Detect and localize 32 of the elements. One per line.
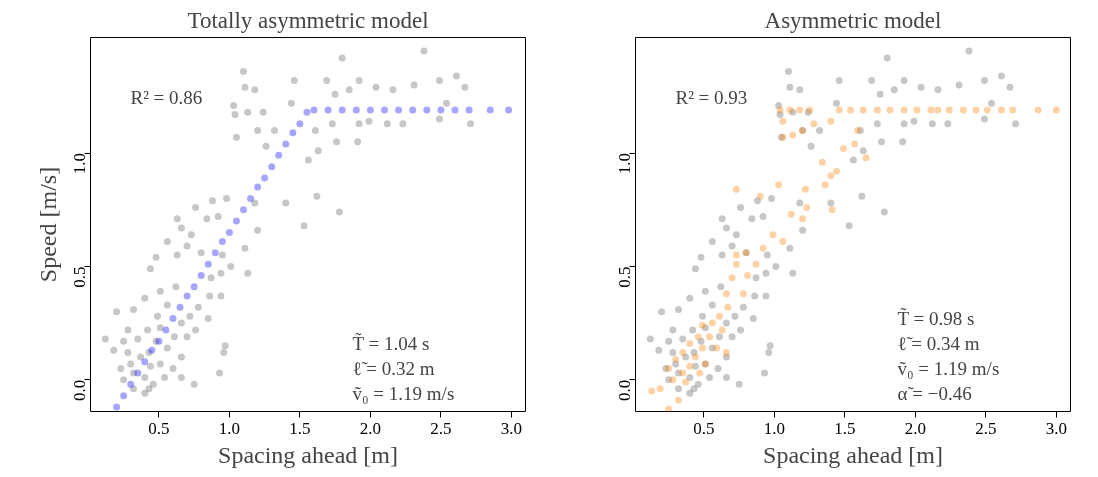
y-tick-label: 0.0 bbox=[70, 379, 89, 402]
x-tick-label: 2.0 bbox=[359, 418, 382, 438]
x-tick-label: 0.5 bbox=[693, 418, 715, 438]
annotation: α̃ = −0.46 bbox=[897, 382, 972, 404]
annotation: ℓ̃ = 0.34 m bbox=[897, 332, 980, 354]
x-tick-label: 2.5 bbox=[430, 418, 452, 438]
annotation: T̃ = 1.04 s bbox=[352, 331, 430, 354]
y-tick-label: 1.0 bbox=[70, 153, 89, 175]
x-axis-title: Spacing ahead [m] bbox=[763, 441, 943, 468]
y-tick-label: 0.0 bbox=[615, 379, 634, 402]
x-tick-label: 3.0 bbox=[500, 418, 523, 438]
y-tick-label: 1.0 bbox=[615, 153, 634, 175]
annotation: ℓ̃ = 0.32 m bbox=[352, 357, 435, 379]
x-tick-label: 1.5 bbox=[289, 418, 311, 438]
x-axis-title: Spacing ahead [m] bbox=[218, 441, 398, 468]
annotation: ṽ₀ = 1.19 m/s bbox=[352, 382, 455, 404]
x-tick-label: 1.0 bbox=[218, 418, 241, 438]
annotation: ṽ₀ = 1.19 m/s bbox=[897, 357, 1000, 379]
annotation: T̃ = 0.98 s bbox=[897, 306, 975, 329]
y-axis-title: Speed [m/s] bbox=[34, 166, 61, 283]
chart-title: Asymmetric model bbox=[764, 7, 942, 33]
annotation: R² = 0.86 bbox=[130, 86, 203, 108]
y-tick-label: 0.5 bbox=[615, 266, 634, 288]
x-tick-label: 2.0 bbox=[904, 418, 927, 438]
chart-title: Totally asymmetric model bbox=[187, 7, 429, 33]
x-tick-label: 3.0 bbox=[1045, 418, 1068, 438]
y-tick-label: 0.5 bbox=[70, 266, 89, 288]
x-tick-label: 1.5 bbox=[834, 418, 856, 438]
x-tick-label: 1.0 bbox=[763, 418, 786, 438]
annotation: R² = 0.93 bbox=[675, 86, 748, 108]
x-tick-label: 0.5 bbox=[148, 418, 170, 438]
x-tick-label: 2.5 bbox=[975, 418, 997, 438]
